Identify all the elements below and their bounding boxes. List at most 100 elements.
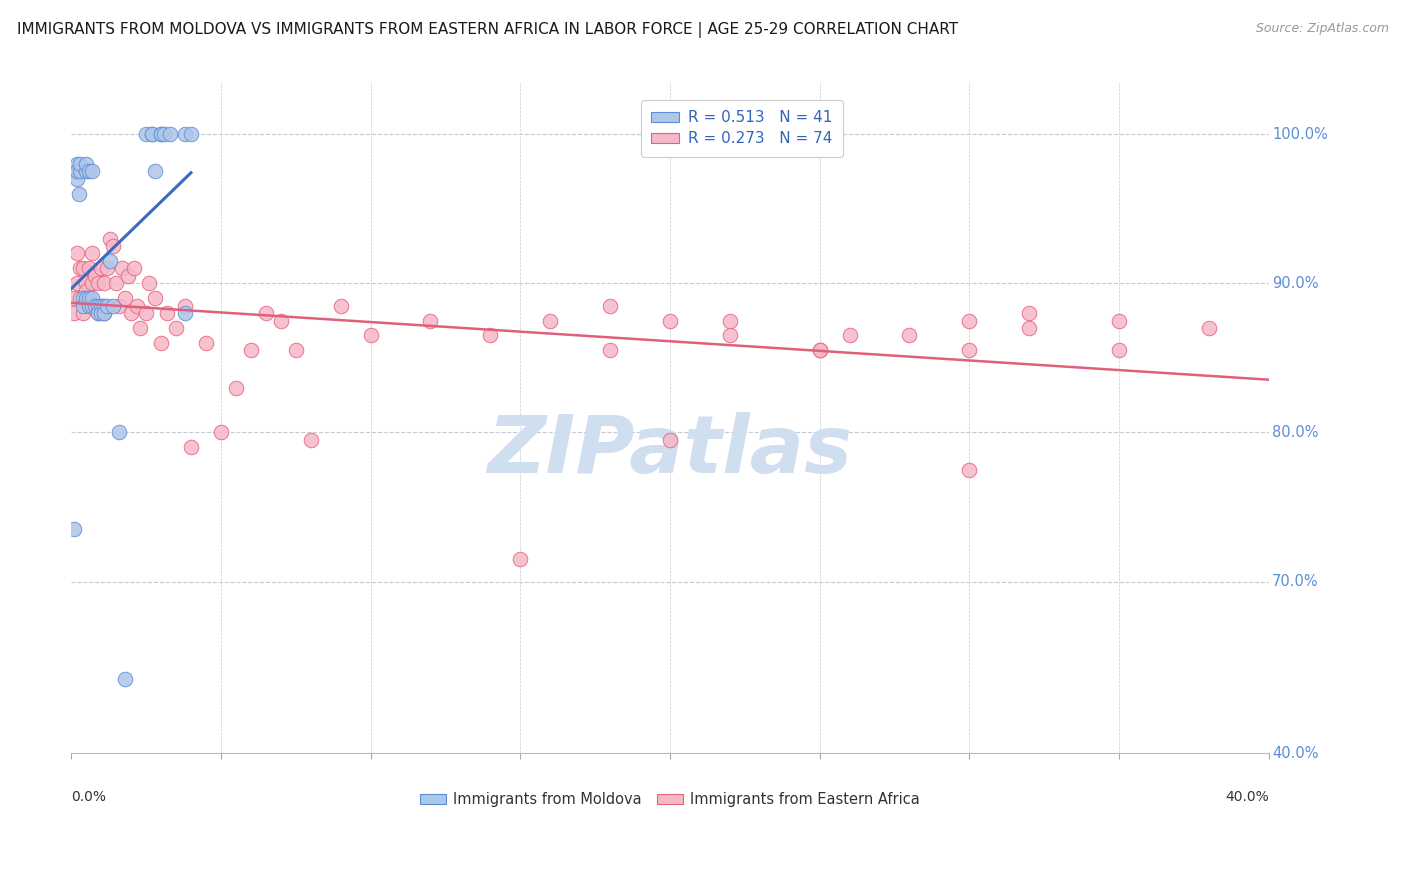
Point <box>360 328 382 343</box>
Point <box>138 277 160 291</box>
Point <box>82 291 104 305</box>
Point <box>1198 321 1220 335</box>
Text: 40.0%: 40.0% <box>1272 746 1319 761</box>
Point <box>1108 343 1130 358</box>
Point <box>72 306 94 320</box>
Point <box>87 306 110 320</box>
Point <box>66 164 89 178</box>
Point <box>84 299 107 313</box>
Point <box>718 328 741 343</box>
Point <box>63 291 86 305</box>
Text: IMMIGRANTS FROM MOLDOVA VS IMMIGRANTS FROM EASTERN AFRICA IN LABOR FORCE | AGE 2: IMMIGRANTS FROM MOLDOVA VS IMMIGRANTS FR… <box>17 22 957 38</box>
Point <box>174 306 197 320</box>
Point <box>77 164 100 178</box>
Point <box>194 335 217 350</box>
Point <box>114 672 136 686</box>
Text: ZIPatlas: ZIPatlas <box>488 412 852 490</box>
Point <box>62 523 84 537</box>
Text: 40.0%: 40.0% <box>1225 790 1268 804</box>
Point <box>270 313 292 327</box>
Text: 0.0%: 0.0% <box>72 790 107 804</box>
Point <box>225 381 247 395</box>
Point <box>808 343 831 358</box>
Point <box>101 299 124 313</box>
Point <box>66 157 89 171</box>
Point <box>898 328 921 343</box>
Point <box>72 261 94 276</box>
Point <box>1108 313 1130 327</box>
Point <box>284 343 307 358</box>
Point <box>69 164 91 178</box>
Point <box>299 433 322 447</box>
Point <box>90 299 112 313</box>
Point <box>90 261 112 276</box>
Point <box>98 253 121 268</box>
Point <box>127 299 149 313</box>
Point <box>135 306 157 320</box>
Point <box>82 164 104 178</box>
Point <box>66 277 89 291</box>
Text: 100.0%: 100.0% <box>1272 127 1329 142</box>
Point <box>153 127 176 141</box>
Text: 90.0%: 90.0% <box>1272 276 1319 291</box>
Point <box>957 313 980 327</box>
Point <box>93 306 115 320</box>
Point <box>108 299 131 313</box>
Point <box>98 231 121 245</box>
Point <box>538 313 561 327</box>
Point <box>150 335 173 350</box>
Point <box>69 261 91 276</box>
Legend: Immigrants from Moldova, Immigrants from Eastern Africa: Immigrants from Moldova, Immigrants from… <box>413 787 925 813</box>
Point <box>96 261 118 276</box>
Point <box>141 127 163 141</box>
Point <box>87 277 110 291</box>
Point <box>718 313 741 327</box>
Point <box>838 328 860 343</box>
Point <box>101 239 124 253</box>
Point <box>658 433 681 447</box>
Point <box>90 299 112 313</box>
Point <box>77 291 100 305</box>
Point <box>479 328 502 343</box>
Text: 70.0%: 70.0% <box>1272 574 1319 589</box>
Point <box>165 321 187 335</box>
Point <box>419 313 441 327</box>
Point <box>90 306 112 320</box>
Point <box>808 343 831 358</box>
Point <box>69 291 91 305</box>
Point <box>93 306 115 320</box>
Point <box>66 172 89 186</box>
Point <box>658 313 681 327</box>
Point <box>63 306 86 320</box>
Point <box>174 127 197 141</box>
Point <box>77 261 100 276</box>
Point <box>75 164 97 178</box>
Point <box>122 261 145 276</box>
Point <box>509 552 531 566</box>
Point <box>150 127 173 141</box>
Point <box>150 127 173 141</box>
Point <box>67 186 90 201</box>
Text: Source: ZipAtlas.com: Source: ZipAtlas.com <box>1256 22 1389 36</box>
Point <box>135 127 157 141</box>
Point <box>143 291 166 305</box>
Point <box>156 306 179 320</box>
Point <box>117 268 139 283</box>
Point <box>329 299 352 313</box>
Point <box>75 157 97 171</box>
Point <box>75 277 97 291</box>
Point <box>957 343 980 358</box>
Point <box>599 343 621 358</box>
Point <box>75 291 97 305</box>
Point <box>72 299 94 313</box>
Point <box>93 299 115 313</box>
Point <box>143 164 166 178</box>
Point <box>77 299 100 313</box>
Point <box>239 343 262 358</box>
Point <box>108 425 131 440</box>
Point <box>84 268 107 283</box>
Point <box>957 463 980 477</box>
Point <box>141 127 163 141</box>
Point <box>254 306 277 320</box>
Point <box>180 441 202 455</box>
